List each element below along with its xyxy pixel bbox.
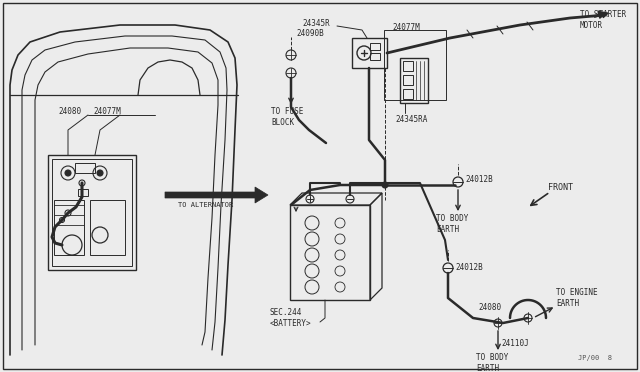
Text: 24345R: 24345R (302, 19, 330, 28)
Bar (52, 159, 132, 266)
Bar (403, 89, 413, 99)
Bar (370, 53, 380, 60)
Text: 24110J: 24110J (501, 339, 529, 347)
Bar (78, 189, 88, 196)
Circle shape (97, 170, 103, 176)
Text: SEC.244
<BATTERY>: SEC.244 <BATTERY> (270, 308, 312, 328)
Text: 24080: 24080 (478, 304, 501, 312)
Bar (384, 30, 446, 100)
Text: TO BODY
EARTH: TO BODY EARTH (476, 353, 508, 372)
Text: JP/00  8: JP/00 8 (578, 355, 612, 361)
Bar (370, 43, 380, 50)
Text: 24012B: 24012B (455, 263, 483, 273)
Bar (75, 163, 95, 173)
Text: 24077M: 24077M (392, 23, 420, 32)
Bar (54, 200, 84, 255)
Bar (400, 58, 428, 103)
Text: TO FUSE
BLOCK: TO FUSE BLOCK (271, 107, 303, 127)
Bar (90, 200, 125, 255)
Text: 24090B: 24090B (296, 29, 324, 38)
Text: 24012B: 24012B (465, 174, 493, 183)
Text: FRONT: FRONT (548, 183, 573, 192)
Bar (403, 75, 413, 85)
Bar (403, 61, 413, 71)
Bar (352, 38, 387, 68)
Text: 24080: 24080 (58, 108, 81, 116)
Text: TO BODY
EARTH: TO BODY EARTH (436, 214, 468, 234)
Polygon shape (165, 187, 268, 203)
Bar (48, 155, 136, 270)
Circle shape (382, 182, 388, 188)
Bar (290, 205, 370, 300)
Circle shape (65, 170, 71, 176)
Text: TO ALTERNATOR: TO ALTERNATOR (178, 202, 233, 208)
Text: 24345RA: 24345RA (395, 115, 428, 125)
Text: 24077M: 24077M (93, 108, 121, 116)
Text: TO STARTER
MOTOR: TO STARTER MOTOR (580, 10, 627, 30)
Text: TO ENGINE
EARTH: TO ENGINE EARTH (556, 288, 598, 308)
